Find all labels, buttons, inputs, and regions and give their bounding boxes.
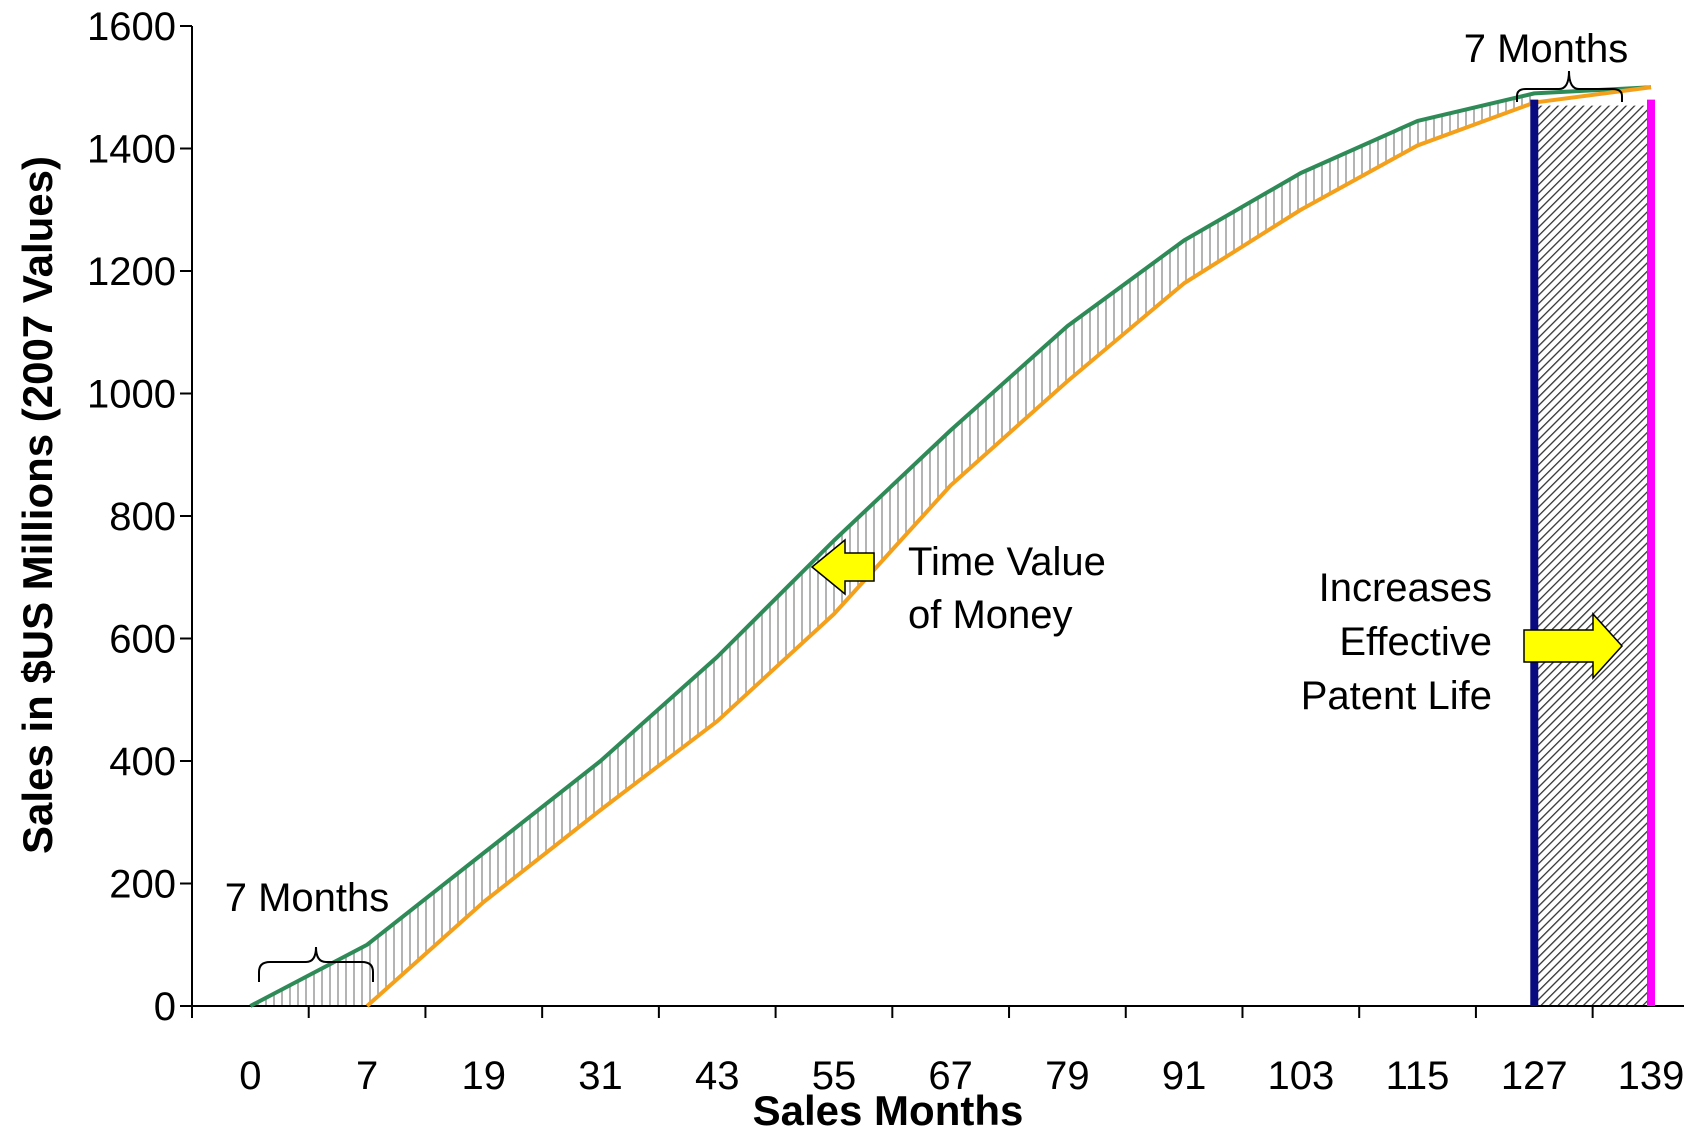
x-tick-label: 91 — [1162, 1054, 1207, 1098]
y-tick-label: 1400 — [87, 128, 176, 172]
x-tick-label: 127 — [1501, 1054, 1568, 1098]
brace-right-icon — [1516, 70, 1623, 102]
y-tick-label: 800 — [109, 495, 176, 539]
x-tick-label: 19 — [462, 1054, 507, 1098]
arrow-right-icon — [1523, 612, 1624, 680]
x-tick-label: 67 — [928, 1054, 973, 1098]
series-line-2 — [365, 85, 1652, 1008]
y-tick-label: 1000 — [87, 373, 176, 417]
x-axis-title: Sales Months — [753, 1087, 1024, 1134]
annotation-time-value-line2: of Money — [908, 593, 1073, 637]
series-lines — [249, 85, 1652, 1008]
axes — [180, 25, 1684, 1018]
series-line-1 — [249, 85, 1652, 1008]
y-tick-label: 200 — [109, 863, 176, 907]
y-axis-title: Sales in $US Millions (2007 Values) — [14, 156, 61, 854]
y-tick-label: 1600 — [87, 5, 176, 49]
arrow-left-icon — [810, 538, 875, 596]
x-tick-label: 55 — [812, 1054, 857, 1098]
x-tick-label: 7 — [356, 1054, 378, 1098]
x-tick-label: 139 — [1618, 1054, 1685, 1098]
y-tick-label: 1200 — [87, 250, 176, 294]
patent-life-area — [1534, 105, 1651, 1006]
brace-left-icon — [258, 946, 374, 982]
annotation-patent-line2: Effective — [1339, 620, 1492, 664]
annotation-7-months-left: 7 Months — [225, 876, 390, 920]
tick-labels: 0 200 400 600 800 1000 1200 1400 1600 0 7 19 31 43 55 6… — [87, 5, 1684, 1098]
x-tick-label: 115 — [1386, 1054, 1450, 1098]
patent-markers — [1530, 99, 1655, 1006]
annotation-patent-line1: Increases — [1319, 566, 1492, 610]
y-tick-label: 400 — [109, 740, 176, 784]
y-tick-label: 600 — [109, 618, 176, 662]
x-tick-label: 0 — [239, 1054, 261, 1098]
annotation-time-value-line1: Time Value — [908, 540, 1106, 584]
x-tick-label: 79 — [1045, 1054, 1090, 1098]
x-tick-label: 43 — [695, 1054, 740, 1098]
y-tick-label: 0 — [154, 985, 176, 1029]
x-tick-label: 103 — [1267, 1054, 1334, 1098]
x-tick-label: 31 — [578, 1054, 623, 1098]
annotation-patent-line3: Patent Life — [1301, 674, 1492, 718]
annotation-7-months-right: 7 Months — [1464, 27, 1629, 71]
